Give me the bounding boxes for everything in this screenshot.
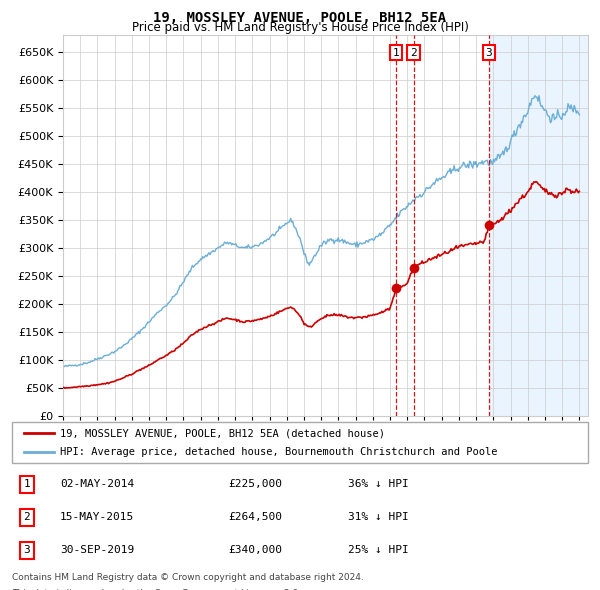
Text: 31% ↓ HPI: 31% ↓ HPI (348, 513, 409, 522)
Text: 15-MAY-2015: 15-MAY-2015 (60, 513, 134, 522)
Text: 19, MOSSLEY AVENUE, POOLE, BH12 5EA: 19, MOSSLEY AVENUE, POOLE, BH12 5EA (154, 11, 446, 25)
Text: 19, MOSSLEY AVENUE, POOLE, BH12 5EA (detached house): 19, MOSSLEY AVENUE, POOLE, BH12 5EA (det… (60, 428, 385, 438)
Text: 3: 3 (485, 48, 493, 57)
Text: 02-MAY-2014: 02-MAY-2014 (60, 480, 134, 489)
Text: 2: 2 (23, 513, 31, 522)
Text: Price paid vs. HM Land Registry's House Price Index (HPI): Price paid vs. HM Land Registry's House … (131, 21, 469, 34)
Text: 2: 2 (410, 48, 417, 57)
Text: 1: 1 (392, 48, 399, 57)
Text: £225,000: £225,000 (228, 480, 282, 489)
Bar (489, 35, 600, 416)
Text: Contains HM Land Registry data © Crown copyright and database right 2024.: Contains HM Land Registry data © Crown c… (12, 573, 364, 582)
Text: 30-SEP-2019: 30-SEP-2019 (60, 546, 134, 555)
Text: £340,000: £340,000 (228, 546, 282, 555)
Text: £264,500: £264,500 (228, 513, 282, 522)
Text: 36% ↓ HPI: 36% ↓ HPI (348, 480, 409, 489)
Text: 1: 1 (23, 480, 31, 489)
Text: This data is licensed under the Open Government Licence v3.0.: This data is licensed under the Open Gov… (12, 589, 301, 590)
Text: 25% ↓ HPI: 25% ↓ HPI (348, 546, 409, 555)
Text: HPI: Average price, detached house, Bournemouth Christchurch and Poole: HPI: Average price, detached house, Bour… (60, 447, 497, 457)
Text: 3: 3 (23, 546, 31, 555)
